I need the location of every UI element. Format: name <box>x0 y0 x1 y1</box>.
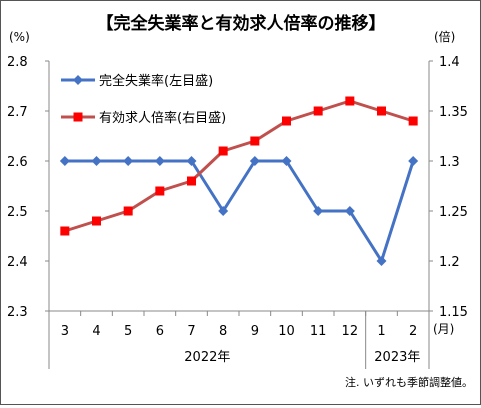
x-tick-label: 12 <box>342 324 359 339</box>
left-axis-unit: (%) <box>9 30 30 44</box>
left-tick-label: 2.7 <box>7 105 28 120</box>
right-tick-label: 1.35 <box>439 105 468 120</box>
series-line <box>64 159 415 263</box>
legend-label: 有効求人倍率(右目盛) <box>99 110 226 126</box>
right-tick-label: 1.25 <box>439 205 468 220</box>
data-point <box>281 156 292 166</box>
chart-title: 【完全失業率と有効求人倍率の推移】 <box>97 13 386 34</box>
data-point <box>59 156 70 166</box>
data-point <box>186 156 197 166</box>
right-tick-label: 1.3 <box>439 155 460 170</box>
data-point <box>345 96 355 106</box>
data-point <box>376 256 387 266</box>
data-point <box>408 116 418 126</box>
data-point <box>344 206 355 216</box>
year-label: 2023年 <box>374 350 420 365</box>
data-point <box>92 216 101 226</box>
data-point <box>155 186 165 196</box>
year-label: 2022年 <box>184 350 230 365</box>
x-tick-label: 3 <box>61 324 69 339</box>
data-point <box>408 156 419 166</box>
series-line <box>64 99 414 233</box>
data-point <box>313 106 323 116</box>
footnote: 注. いずれも季節調整値。 <box>345 375 473 389</box>
x-tick-label: 8 <box>219 324 227 339</box>
x-tick-label: 11 <box>310 324 327 339</box>
month-unit: (月) <box>433 322 454 336</box>
data-point <box>313 206 324 216</box>
legend-marker <box>73 75 83 85</box>
x-tick-label: 7 <box>187 324 195 339</box>
x-tick-label: 2 <box>409 324 417 339</box>
left-tick-label: 2.3 <box>7 305 28 320</box>
data-point <box>154 156 165 166</box>
x-tick-label: 4 <box>92 324 100 339</box>
x-tick-label: 9 <box>251 324 259 339</box>
series-layer <box>59 96 419 266</box>
left-tick-label: 2.4 <box>7 255 28 270</box>
data-point <box>218 146 228 156</box>
right-tick-label: 1.4 <box>439 55 460 70</box>
data-point <box>282 116 291 126</box>
legend: 完全失業率(左目盛) 有効求人倍率(右目盛) <box>61 73 226 126</box>
data-point <box>91 156 102 166</box>
x-tick-label: 10 <box>278 324 295 339</box>
left-tick-label: 2.5 <box>7 205 28 220</box>
x-tick-label: 5 <box>124 324 132 339</box>
legend-marker <box>73 112 83 122</box>
data-point <box>377 106 386 116</box>
data-point <box>249 156 260 166</box>
right-tick-label: 1.15 <box>439 305 468 320</box>
right-axis-unit: (倍) <box>434 29 455 44</box>
x-tick-label: 6 <box>156 324 164 339</box>
x-tick-label: 1 <box>377 324 385 339</box>
right-tick-label: 1.2 <box>439 255 460 270</box>
axes: 2.3 2.4 2.5 2.6 2.7 2.8 1.15 1.2 1.25 1.3 1.35 1.4 3… <box>7 55 468 369</box>
left-tick-label: 2.8 <box>7 55 28 70</box>
data-point <box>60 226 70 236</box>
data-point <box>218 206 229 216</box>
data-point <box>250 136 260 146</box>
legend-label: 完全失業率(左目盛) <box>99 73 213 89</box>
data-point <box>123 206 133 216</box>
left-tick-label: 2.6 <box>7 155 28 170</box>
data-point <box>123 156 134 166</box>
data-point <box>187 176 196 186</box>
